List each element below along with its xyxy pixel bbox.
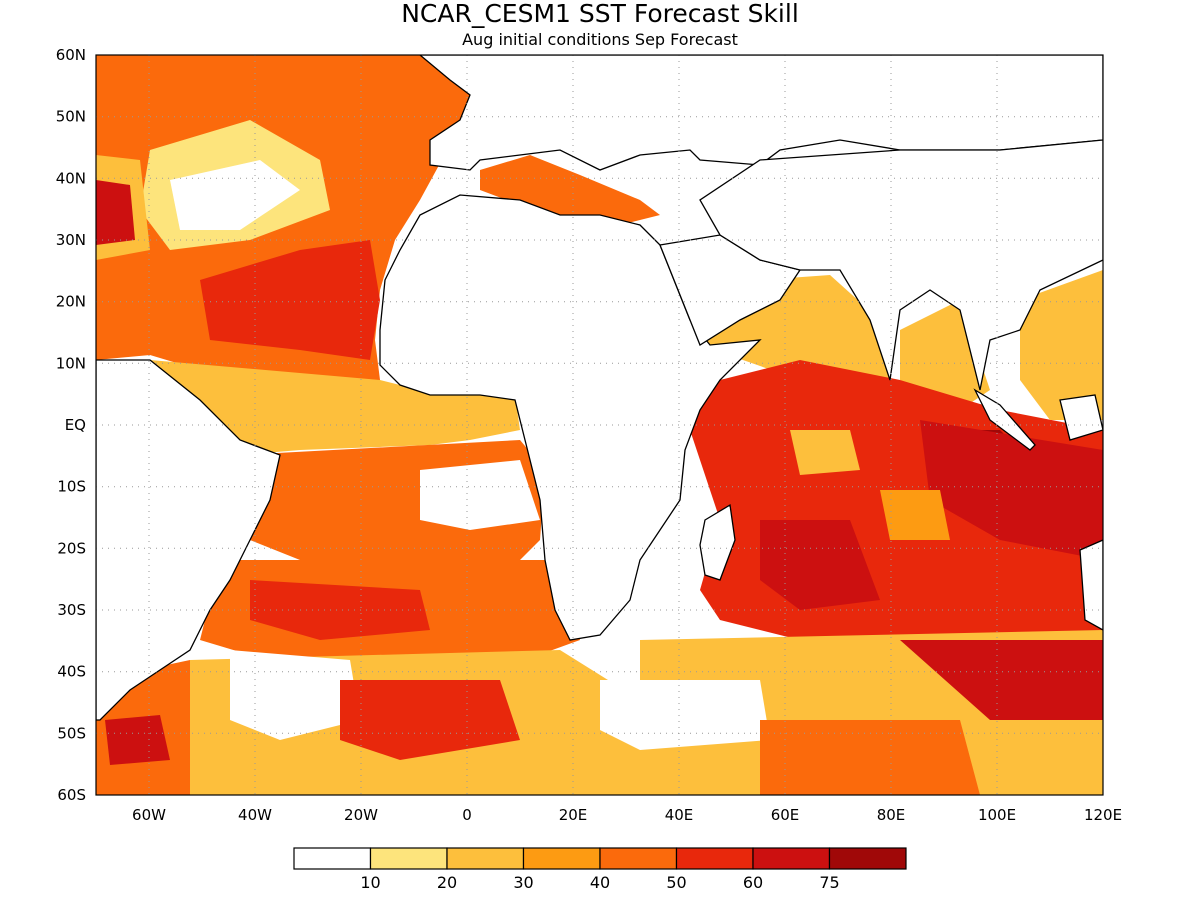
latitude-axis: 60N 50N 40N 30N 20N 10N EQ 10S 20S 30S 4…: [56, 46, 86, 804]
lon-tick-80e: 80E: [877, 806, 906, 824]
skill-region-indian-ocean-peak: [760, 520, 880, 610]
lon-tick-20w: 20W: [344, 806, 378, 824]
lat-tick-eq: EQ: [65, 416, 86, 434]
colorbar-swatch-0: [293, 847, 372, 870]
skill-region-patagonia-high: [105, 715, 170, 765]
australia-landmass: [1079, 539, 1103, 631]
skill-region-southern-indian-low: [600, 680, 770, 750]
longitude-axis: 60W 40W 20W 0 20E 40E 60E 80E 100E 120E: [132, 806, 1122, 824]
lat-tick-20s: 20S: [57, 539, 86, 557]
lon-tick-40e: 40E: [665, 806, 694, 824]
asia-landmass: [699, 139, 1103, 391]
colorbar-swatch-3: [522, 847, 601, 870]
skill-region-west-atlantic-high: [96, 180, 135, 245]
colorbar-label-40: 40: [590, 873, 610, 892]
lat-tick-40n: 40N: [56, 169, 86, 187]
skill-region-southern-indian-mid: [760, 720, 980, 795]
skill-region-gulf-stream-low: [170, 160, 300, 230]
borneo-landmass: [1059, 394, 1103, 441]
colorbar-label-20: 20: [437, 873, 457, 892]
lon-tick-120e: 120E: [1084, 806, 1122, 824]
skill-region-indian-low-2: [880, 490, 950, 540]
madagascar-landmass: [699, 503, 736, 581]
map-title: NCAR_CESM1 SST Forecast Skill: [401, 0, 799, 28]
skill-field: [96, 55, 1103, 795]
lon-tick-0: 0: [462, 806, 472, 824]
skill-region-indian-low-1: [790, 430, 860, 475]
colorbar-swatch-4: [599, 847, 678, 870]
map-subtitle: Aug initial conditions Sep Forecast: [462, 30, 738, 49]
colorbar-swatch-5: [675, 847, 754, 870]
sumatra-landmass: [973, 388, 1036, 451]
colorbar-label-10: 10: [360, 873, 380, 892]
colorbar-swatch-1: [369, 847, 448, 870]
skill-region-south-atlantic-high: [250, 580, 430, 640]
colorbar-label-75: 75: [819, 873, 839, 892]
lat-tick-10n: 10N: [56, 354, 86, 372]
colorbar-swatch-6: [752, 847, 831, 870]
skill-region-southern-ocean-low: [230, 650, 360, 740]
colorbar-label-50: 50: [666, 873, 686, 892]
africa-landmass: [379, 194, 762, 641]
lat-tick-20n: 20N: [56, 293, 86, 311]
lat-tick-50s: 50S: [57, 724, 86, 742]
lon-tick-60e: 60E: [771, 806, 800, 824]
lat-tick-30s: 30S: [57, 601, 86, 619]
lon-tick-40w: 40W: [238, 806, 272, 824]
lat-tick-40s: 40S: [57, 663, 86, 681]
colorbar-swatch-2: [446, 847, 525, 870]
lat-tick-60s: 60S: [57, 786, 86, 804]
colorbar-swatch-7: [828, 847, 907, 870]
skill-region-canary: [200, 240, 380, 360]
skill-region-south-atlantic-low: [420, 460, 540, 530]
skill-region-southern-indian-high: [900, 640, 1103, 720]
south-america-landmass: [96, 359, 281, 721]
lat-tick-30n: 30N: [56, 231, 86, 249]
lon-tick-60w: 60W: [132, 806, 166, 824]
lat-tick-50n: 50N: [56, 108, 86, 126]
colorbar-label-30: 30: [513, 873, 533, 892]
map-plot-area: [96, 55, 1103, 795]
colorbar-label-60: 60: [743, 873, 763, 892]
skill-region-mediterranean: [480, 155, 660, 225]
lon-tick-100e: 100E: [978, 806, 1016, 824]
skill-region-east-indian-high: [920, 420, 1103, 560]
lat-tick-10s: 10S: [57, 478, 86, 496]
map-frame: [95, 54, 1104, 796]
skill-region-gulf-guinea: [150, 360, 520, 455]
lon-tick-20e: 20E: [559, 806, 588, 824]
skill-region-southern-ocean-high: [340, 680, 520, 760]
colorbar: 10 20 30 40 50 60 75: [293, 847, 907, 892]
skill-region-south-china-sea: [1020, 270, 1103, 420]
land: [96, 55, 1103, 721]
lat-tick-60n: 60N: [56, 46, 86, 64]
